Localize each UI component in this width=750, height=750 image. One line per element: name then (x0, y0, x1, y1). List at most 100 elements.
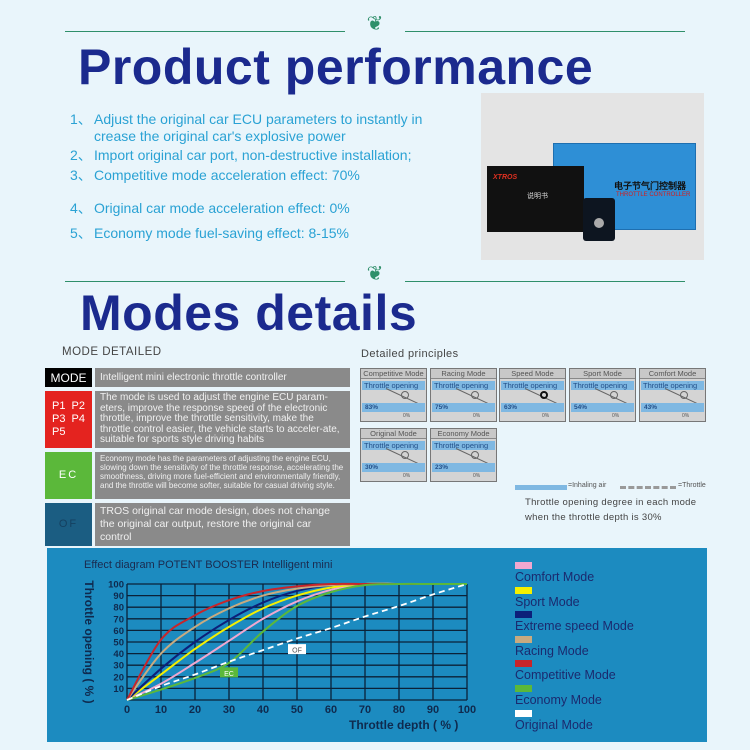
manual-label: 说明书 (527, 193, 548, 200)
caption: when the throttle depth is 30% (525, 512, 662, 523)
legend-swatch (515, 562, 532, 569)
product-manual: XTROS 说明书 (487, 166, 584, 232)
mode-card: Racing Mode Throttle opening 75% 0% (430, 368, 497, 422)
throttle-circle-icon (471, 391, 479, 399)
legend-item: Comfort Mode (515, 562, 594, 584)
y-tick-label: 100 (108, 580, 124, 591)
series-line-original-mode (126, 583, 468, 701)
mode-card: Comfort Mode Throttle opening 43% 0% (639, 368, 706, 422)
x-axis-label: Throttle depth ( % ) (349, 718, 459, 732)
mode-label: P1 P2 P3 P4 P5 (45, 391, 92, 448)
x-tick-label: 10 (155, 704, 167, 716)
mode-row-ec: EC Economy mode has the parameters of ad… (45, 451, 350, 499)
box-chinese-label: 电子节气门控制器 (614, 181, 687, 191)
legend-item: Sport Mode (515, 586, 580, 609)
mode-text: Intelligent mini electronic throttle con… (95, 368, 350, 387)
mode-row: MODE Intelligent mini electronic throttl… (45, 368, 350, 387)
throttle-circle-icon (401, 451, 409, 459)
x-tick-label: 0 (124, 704, 130, 716)
x-tick-label: 40 (257, 704, 269, 716)
controller-device (583, 198, 615, 241)
effect-chart-panel: Effect diagram POTENT BOOSTER Intelligen… (47, 548, 707, 742)
throttle-opening-label: Throttle opening (362, 441, 425, 450)
mode-label: MODE (45, 368, 92, 387)
table-title: MODE DETAILED (62, 346, 162, 358)
ornament-icon: ❦ (345, 14, 405, 34)
legend-label: Extreme speed Mode (515, 619, 634, 634)
throttle-circle-icon (401, 391, 409, 399)
mode-card: Economy Mode Throttle opening 23% 0% (430, 428, 497, 482)
x-tick-label: 80 (393, 704, 405, 716)
x-tick-label: 30 (223, 704, 235, 716)
y-tick-label: 80 (113, 603, 124, 614)
zero-label: 0% (403, 473, 411, 479)
x-tick-label: 60 (325, 704, 337, 716)
legend-label: Original Mode (515, 717, 593, 732)
card-mode: Comfort Mode (640, 369, 705, 379)
card-value: 75% (432, 403, 495, 412)
card-value: 43% (641, 403, 704, 412)
card-value: 63% (501, 403, 564, 412)
page-title: Product performance (78, 39, 594, 95)
mode-text: TROS original car mode design, does not … (95, 502, 350, 546)
legend-item: Original Mode (515, 709, 593, 732)
legend-label: Economy Mode (515, 693, 602, 707)
zero-label: 0% (473, 473, 481, 479)
brand-logo: XTROS (493, 174, 518, 181)
x-tick-label: 20 (189, 704, 201, 716)
effect-chart: 0 10 20 30 40 50 60 70 80 90 100102030405060708090… (108, 580, 476, 717)
card-mode: Racing Mode (431, 369, 496, 379)
y-tick-label: 90 (113, 591, 124, 602)
inhaling-air-swatch (515, 485, 567, 490)
throttle-opening-label: Throttle opening (641, 381, 704, 390)
annotation-label: OF (292, 648, 302, 655)
legend-label: Competitive Mode (515, 668, 616, 683)
legend-throttle: =Throttle (678, 482, 706, 489)
throttle-opening-label: Throttle opening (432, 441, 495, 450)
throttle-circle-icon (471, 451, 479, 459)
card-mode: Economy Mode (431, 429, 496, 439)
legend-swatch (515, 611, 532, 619)
y-tick-label: 40 (113, 649, 124, 660)
card-value: 23% (432, 463, 495, 472)
mode-label: EC (45, 451, 92, 499)
annotation-box (220, 667, 238, 678)
legend-item: Economy Mode (515, 685, 602, 707)
feature-item: 2、 Import original car port, non-destruct… (70, 147, 412, 163)
y-axis-label: Throttle opening ( % ) (82, 580, 96, 704)
y-tick-label: 60 (113, 626, 124, 637)
card-mode: Original Mode (361, 429, 426, 439)
principles-title: Detailed principles (361, 348, 459, 360)
legend-air: =Inhaling air (568, 482, 607, 489)
card-value: 30% (362, 463, 425, 472)
x-tick-label: 50 (291, 704, 303, 716)
legend-swatch (515, 635, 532, 643)
mode-text: The mode is used to adjust the engine EC… (95, 391, 350, 448)
throttle-circle-icon (540, 391, 548, 399)
mode-card: Speed Mode Throttle opening 63% 0% (499, 368, 566, 422)
y-tick-label: 50 (113, 638, 124, 649)
x-tick-label: 90 (427, 704, 439, 716)
chart-title: Effect diagram POTENT BOOSTER Intelligen… (84, 559, 333, 571)
zero-label: 0% (612, 413, 620, 419)
ornament-icon: ❦ (345, 264, 405, 284)
card-mode: Competitive Mode (361, 369, 426, 379)
x-tick-label: 100 (458, 704, 476, 716)
y-tick-label: 70 (113, 614, 124, 625)
series-line-economy-mode (126, 582, 467, 701)
legend-swatch (515, 685, 532, 692)
y-tick-label: 10 (113, 684, 124, 695)
mode-card: Original Mode Throttle opening 30% 0% (360, 428, 427, 482)
legend-label: Racing Mode (515, 643, 589, 658)
caption: Throttle opening degree in each mode (525, 497, 697, 508)
mode-row-of: OF TROS original car mode design, does n… (45, 502, 350, 546)
legend-item: Racing Mode (515, 635, 589, 658)
mode-text: Economy mode has the parameters of adjus… (95, 451, 350, 499)
zero-label: 0% (542, 413, 550, 419)
card-value: 83% (362, 403, 425, 412)
annotation-box (288, 644, 306, 655)
legend-label: Comfort Mode (515, 570, 595, 584)
card-mode: Speed Mode (500, 369, 565, 379)
mode-label: OF (45, 502, 92, 546)
feature-item: 5、 Economy mode fuel-saving effect: 8-15% (70, 225, 349, 241)
